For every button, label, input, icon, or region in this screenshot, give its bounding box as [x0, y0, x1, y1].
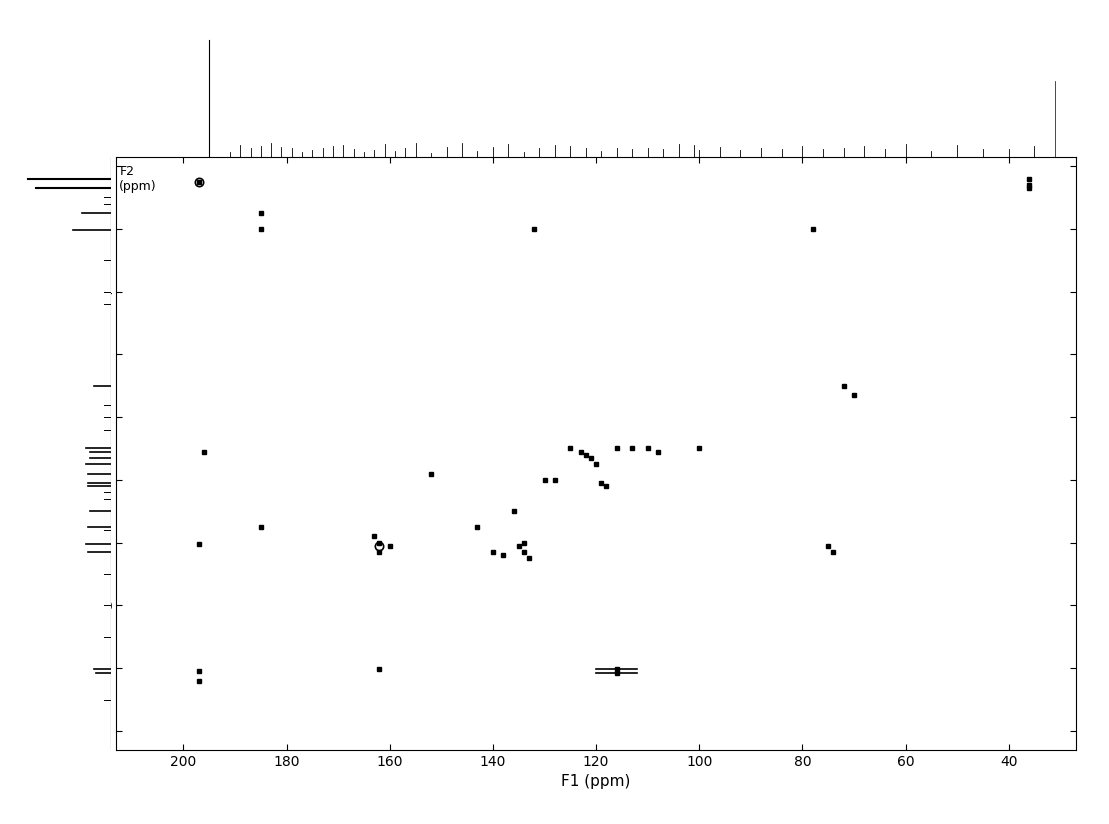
Text: F2
(ppm): F2 (ppm)	[120, 166, 157, 194]
X-axis label: F1 (ppm): F1 (ppm)	[561, 775, 631, 789]
